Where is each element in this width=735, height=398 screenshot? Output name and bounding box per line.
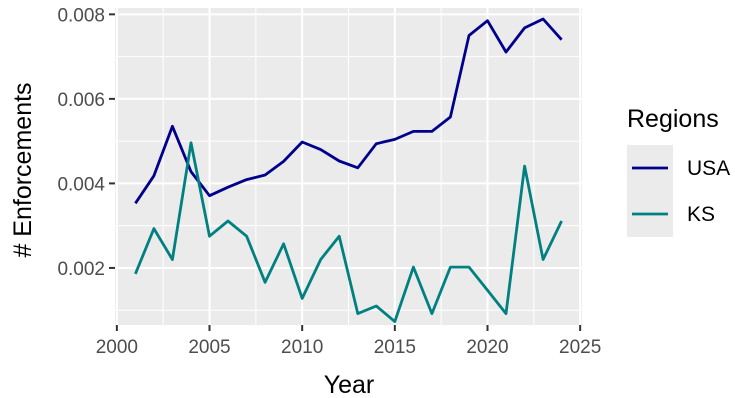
y-tick-label: 0.002 [57,259,105,280]
y-tick-label: 0.004 [57,174,105,195]
series-line-usa [134,17,563,205]
x-tick-label: 2005 [188,337,230,358]
x-tick-label: 2025 [559,337,601,358]
x-tick-label: 2010 [281,337,323,358]
legend-label-usa: USA [687,157,730,180]
major-gridlines [115,8,582,325]
series-line-ks [134,141,563,324]
legend-label-ks: KS [687,203,715,226]
y-tick-label: 0.008 [57,5,105,26]
legend-title: Regions [627,105,719,133]
series-lines [134,17,563,324]
x-axis-title: Year [324,371,375,398]
axes: 2000 2005 2010 2015 2020 2025 0.002 0.004 0.006 0… [57,5,601,358]
y-axis-title: # Enforcements [9,82,37,257]
y-tick-label: 0.006 [57,90,105,111]
x-tick-label: 2000 [96,337,138,358]
x-tick-label: 2020 [466,337,508,358]
x-tick-label: 2015 [374,337,416,358]
legend: Regions USA KS [627,105,730,237]
